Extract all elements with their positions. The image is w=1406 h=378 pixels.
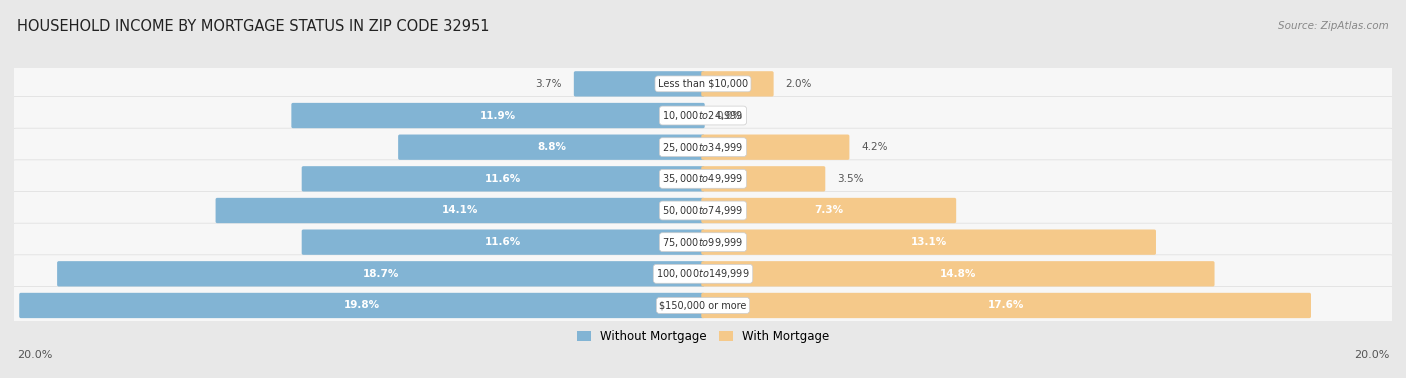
Text: 8.8%: 8.8% [537, 142, 567, 152]
FancyBboxPatch shape [10, 255, 1396, 293]
FancyBboxPatch shape [702, 261, 1215, 287]
Text: $100,000 to $149,999: $100,000 to $149,999 [657, 267, 749, 280]
Text: Less than $10,000: Less than $10,000 [658, 79, 748, 89]
FancyBboxPatch shape [58, 261, 704, 287]
Text: $150,000 or more: $150,000 or more [659, 301, 747, 310]
Text: $75,000 to $99,999: $75,000 to $99,999 [662, 235, 744, 249]
FancyBboxPatch shape [302, 229, 704, 255]
Legend: Without Mortgage, With Mortgage: Without Mortgage, With Mortgage [572, 325, 834, 347]
Text: $35,000 to $49,999: $35,000 to $49,999 [662, 172, 744, 185]
Text: 20.0%: 20.0% [1354, 350, 1389, 360]
Text: 19.8%: 19.8% [344, 301, 380, 310]
FancyBboxPatch shape [574, 71, 704, 96]
FancyBboxPatch shape [11, 96, 1395, 135]
FancyBboxPatch shape [702, 229, 1156, 255]
FancyBboxPatch shape [291, 103, 704, 128]
FancyBboxPatch shape [11, 223, 1395, 261]
Text: 4.2%: 4.2% [862, 142, 889, 152]
FancyBboxPatch shape [11, 160, 1395, 198]
FancyBboxPatch shape [702, 71, 773, 96]
Text: 3.5%: 3.5% [838, 174, 863, 184]
Text: $50,000 to $74,999: $50,000 to $74,999 [662, 204, 744, 217]
FancyBboxPatch shape [702, 293, 1310, 318]
Text: 11.6%: 11.6% [485, 237, 522, 247]
Text: 14.1%: 14.1% [441, 206, 478, 215]
Text: 20.0%: 20.0% [17, 350, 52, 360]
Text: $25,000 to $34,999: $25,000 to $34,999 [662, 141, 744, 154]
FancyBboxPatch shape [702, 166, 825, 192]
Text: $10,000 to $24,999: $10,000 to $24,999 [662, 109, 744, 122]
FancyBboxPatch shape [702, 135, 849, 160]
Text: 11.6%: 11.6% [485, 174, 522, 184]
Text: 0.0%: 0.0% [717, 110, 742, 121]
FancyBboxPatch shape [10, 223, 1396, 261]
Text: 17.6%: 17.6% [988, 301, 1025, 310]
FancyBboxPatch shape [10, 129, 1396, 166]
Text: 11.9%: 11.9% [479, 110, 516, 121]
Text: 18.7%: 18.7% [363, 269, 399, 279]
Text: 13.1%: 13.1% [911, 237, 946, 247]
FancyBboxPatch shape [11, 65, 1395, 103]
FancyBboxPatch shape [10, 65, 1396, 102]
FancyBboxPatch shape [10, 287, 1396, 324]
FancyBboxPatch shape [11, 255, 1395, 293]
Text: Source: ZipAtlas.com: Source: ZipAtlas.com [1278, 22, 1389, 31]
FancyBboxPatch shape [10, 160, 1396, 198]
FancyBboxPatch shape [302, 166, 704, 192]
FancyBboxPatch shape [11, 192, 1395, 229]
FancyBboxPatch shape [20, 293, 704, 318]
Text: HOUSEHOLD INCOME BY MORTGAGE STATUS IN ZIP CODE 32951: HOUSEHOLD INCOME BY MORTGAGE STATUS IN Z… [17, 19, 489, 34]
Text: 7.3%: 7.3% [814, 206, 844, 215]
Text: 14.8%: 14.8% [939, 269, 976, 279]
Text: 3.7%: 3.7% [536, 79, 562, 89]
FancyBboxPatch shape [398, 135, 704, 160]
FancyBboxPatch shape [10, 192, 1396, 229]
Text: 2.0%: 2.0% [786, 79, 813, 89]
FancyBboxPatch shape [11, 287, 1395, 324]
FancyBboxPatch shape [702, 198, 956, 223]
FancyBboxPatch shape [11, 128, 1395, 166]
FancyBboxPatch shape [10, 97, 1396, 134]
FancyBboxPatch shape [215, 198, 704, 223]
